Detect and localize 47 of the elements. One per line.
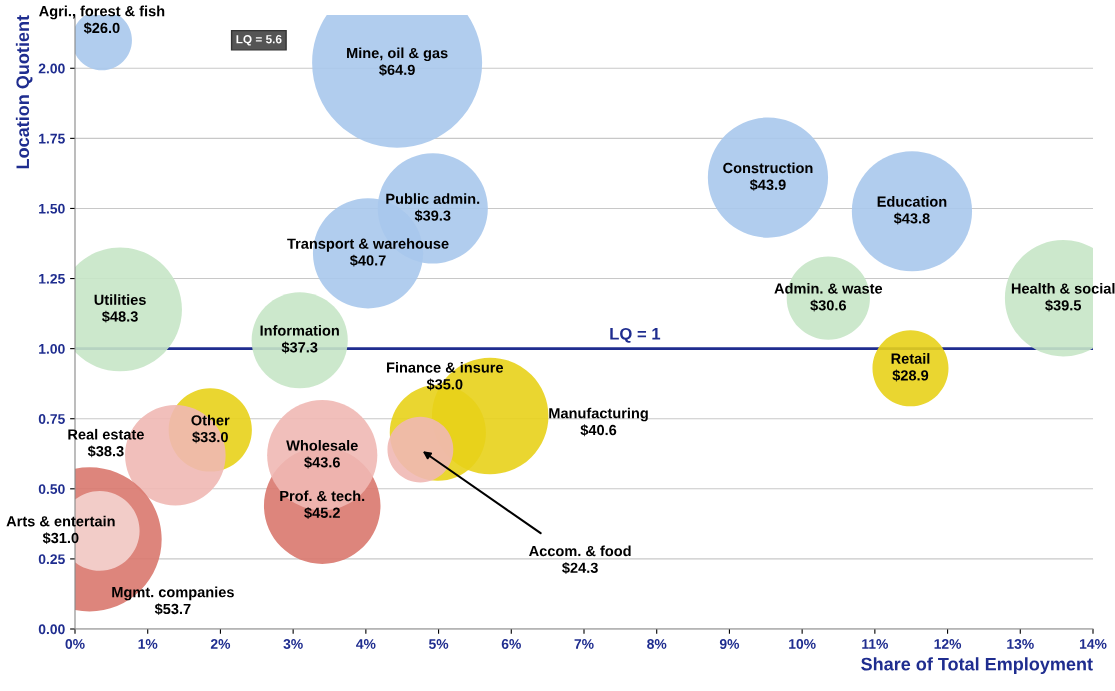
y-tick-label: 1.50 — [39, 203, 65, 214]
y-tick-label: 0.75 — [38, 414, 65, 424]
x-tick-label: 3% — [283, 639, 303, 649]
annotation: Arts & entertain $31.0 — [6, 515, 115, 545]
annotation: Finance & insure $35.0 — [387, 362, 504, 391]
y-tick-label: 2.00 — [38, 63, 65, 74]
y-tick-label: 0.00 — [38, 624, 65, 635]
annotation: Construction $43.9 — [723, 162, 813, 191]
annotation: Manufacturing $40.6 — [549, 407, 648, 437]
x-tick-label: 10% — [789, 639, 816, 649]
annotation: Transport & warehouse $40.7 — [287, 238, 449, 267]
x-tick-label: 7% — [574, 639, 594, 649]
x-tick-label: 2% — [210, 639, 231, 649]
x-tick-label: 9% — [719, 639, 740, 649]
annotation: Admin. & waste $30.6 — [774, 282, 883, 312]
annotation: Public admin. $39.3 — [386, 193, 480, 222]
annotation: Information $37.3 — [260, 325, 339, 354]
annotation: Real estate $38.3 — [68, 428, 144, 458]
annotation: Mine, oil & gas $64.9 — [347, 47, 448, 76]
x-tick-label: 13% — [1007, 639, 1034, 649]
x-tick-label: 0% — [65, 639, 85, 649]
annotation: Education $43.8 — [877, 196, 947, 225]
y-axis-title: Location Quotient — [15, 15, 33, 169]
annotation: Other $33.0 — [191, 414, 230, 444]
annotation: Health & social $39.5 — [1011, 282, 1115, 312]
x-tick-label: 8% — [647, 639, 667, 649]
annotation: Utilities $48.3 — [94, 294, 146, 323]
x-tick-label: 4% — [356, 639, 376, 649]
annotation: Prof. & tech. $45.2 — [280, 490, 365, 519]
x-tick-label: 5% — [428, 639, 449, 649]
x-axis-title: Share of Total Employment — [861, 657, 1093, 675]
y-tick-label: 0.50 — [38, 484, 65, 494]
y-tick-label: 1.25 — [39, 273, 65, 284]
annotation: Retail $28.9 — [891, 353, 930, 382]
y-tick-label: 0.25 — [38, 554, 65, 565]
annotation: LQ = 5.6 — [236, 35, 282, 46]
annotation: Accom. & food $24.3 — [529, 545, 631, 574]
annotation: Agri., forest & fish $26.0 — [39, 5, 165, 35]
y-tick-label: 1.75 — [39, 133, 65, 144]
x-tick-label: 6% — [501, 639, 521, 649]
x-tick-label: 11% — [862, 639, 889, 649]
y-tick-label: 1.00 — [39, 343, 65, 354]
annotation: Wholesale $43.6 — [286, 439, 358, 469]
ref-line-label: LQ = 1 — [610, 327, 661, 343]
x-tick-label: 14% — [1079, 639, 1107, 649]
x-tick-label: 12% — [934, 639, 962, 649]
x-tick-label: 1% — [138, 639, 158, 649]
